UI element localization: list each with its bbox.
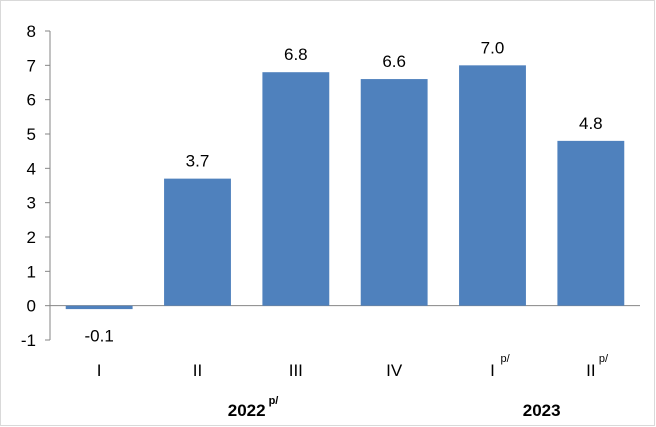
y-tick-label: 2 — [27, 228, 36, 247]
y-tick-label: -1 — [21, 331, 36, 350]
y-tick-label: 5 — [27, 125, 36, 144]
group-superscript: p/ — [269, 395, 279, 407]
category-superscript: p/ — [599, 353, 609, 365]
bar — [164, 178, 231, 306]
category-label: I — [490, 361, 495, 380]
bar — [360, 79, 428, 306]
category-superscript: p/ — [501, 353, 511, 365]
data-label: 6.6 — [382, 52, 406, 71]
axes: 8 7 6 5 4 3 2 1 0 -1 — [21, 22, 640, 350]
bar — [262, 72, 330, 306]
data-label: -0.1 — [85, 327, 114, 346]
data-label: 6.8 — [284, 45, 308, 64]
bars — [65, 65, 625, 310]
y-tick-label: 0 — [27, 297, 36, 316]
bar — [459, 65, 526, 306]
group-label: 2022 — [228, 401, 266, 420]
group-label: 2023 — [523, 401, 561, 420]
y-tick-label: 8 — [27, 22, 36, 41]
data-label: 7.0 — [481, 38, 505, 57]
y-tick-label: 6 — [27, 91, 36, 110]
y-tick-label: 3 — [27, 194, 36, 213]
data-label: 3.7 — [186, 152, 210, 171]
bar — [65, 305, 133, 310]
category-label: II — [193, 361, 202, 380]
y-tick-label: 4 — [27, 159, 36, 178]
data-label: 4.8 — [579, 114, 603, 133]
category-label: IV — [386, 361, 403, 380]
y-tick-label: 7 — [27, 56, 36, 75]
category-label: I — [97, 361, 102, 380]
category-label: III — [289, 361, 303, 380]
bar — [557, 140, 625, 306]
category-label: II — [586, 361, 595, 380]
y-tick-label: 1 — [27, 262, 36, 281]
